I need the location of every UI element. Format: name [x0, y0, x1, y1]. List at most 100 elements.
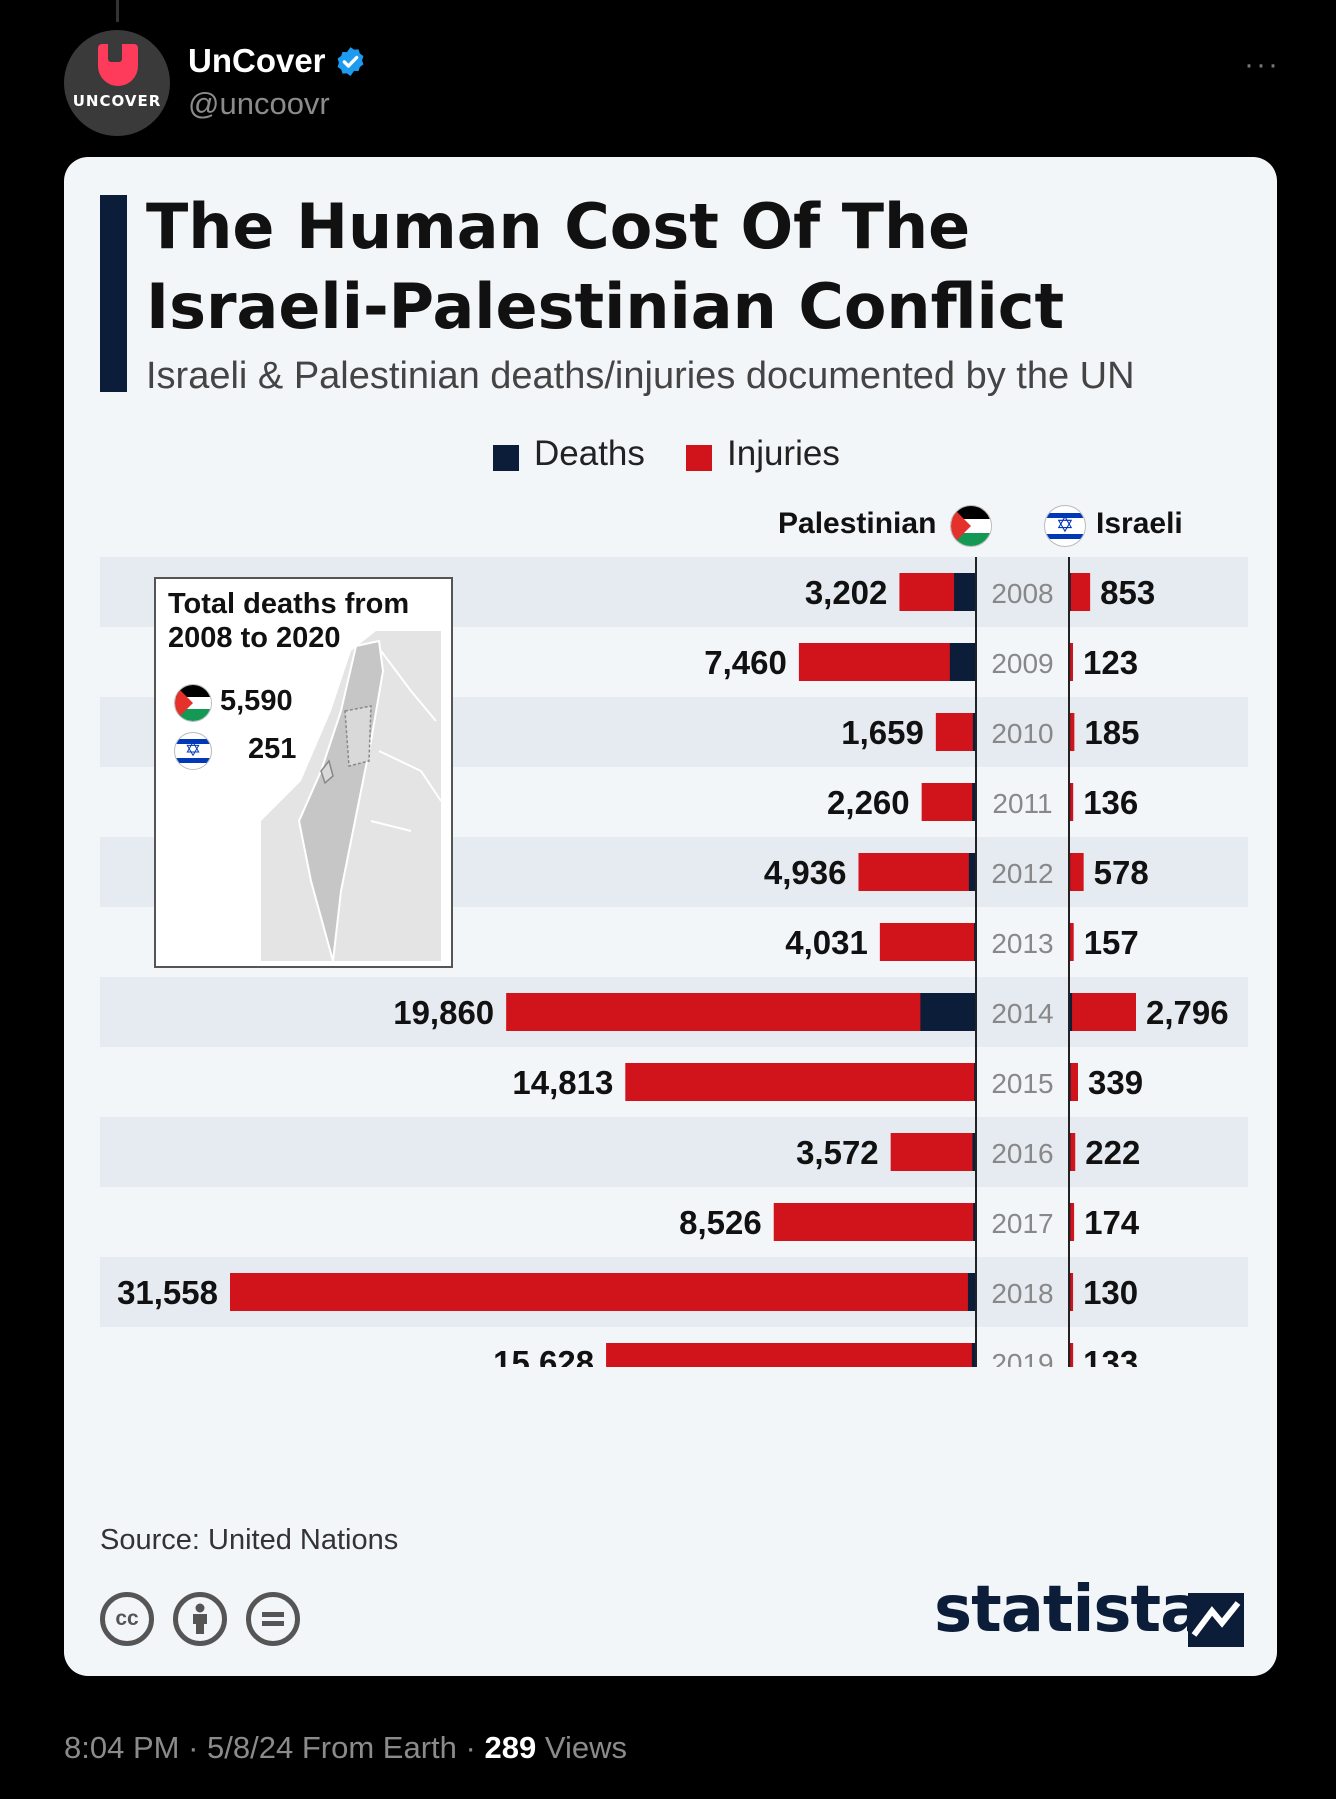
israeli-injuries-bar [1070, 853, 1084, 891]
israeli-deaths-bar [1070, 1063, 1071, 1101]
chart-title-line1: The Human Cost Of The [146, 190, 971, 263]
israeli-column-header: Israeli [1096, 507, 1183, 540]
palestinian-value-label: 19,860 [393, 994, 494, 1031]
palestinian-value-label: 3,202 [805, 574, 888, 611]
palestinian-value-label: 7,460 [704, 644, 787, 681]
palestinian-value-label: 1,659 [841, 714, 924, 751]
palestinian-injuries-bar [935, 713, 975, 751]
palestinian-deaths-bar [972, 713, 975, 751]
year-label: 2012 [991, 858, 1053, 889]
user-handle[interactable]: @uncoovr [188, 86, 330, 121]
tweet-date[interactable]: 5/8/24 [207, 1730, 294, 1765]
avatar[interactable]: UNCOVER [64, 30, 170, 136]
palestinian-deaths-bar [971, 1343, 975, 1367]
palestinian-value-label: 15,628 [493, 1344, 594, 1367]
palestinian-injuries-bar [606, 1343, 975, 1367]
year-label: 2016 [991, 1138, 1053, 1169]
no-derivatives-icon [246, 1592, 300, 1646]
legend-deaths-label: Deaths [534, 434, 645, 473]
bar-chart: 3,202 853 2008 7,460 123 2009 1,659 185 2010 2,26… [100, 557, 1248, 1367]
israeli-value-label: 578 [1094, 854, 1149, 891]
israeli-injuries-bar [1070, 1343, 1074, 1367]
israeli-flag-icon: ✡ [1044, 505, 1086, 547]
legend-injuries-label: Injuries [727, 434, 840, 473]
israeli-injuries-bar [1070, 643, 1073, 681]
israeli-injuries-bar [1070, 783, 1074, 821]
year-label: 2015 [991, 1068, 1053, 1099]
views-label: Views [544, 1730, 627, 1765]
avatar-logo-text: UNCOVER [72, 92, 162, 110]
inset-palestinian-flag-icon [174, 684, 212, 722]
israeli-deaths-bar [1070, 993, 1073, 1031]
israel-palestine-map-icon [261, 631, 441, 961]
year-label: 2009 [991, 648, 1053, 679]
inset-title: Total deaths from 2008 to 2020 [168, 587, 409, 655]
israeli-injuries-bar [1070, 993, 1136, 1031]
inset-israeli-total: 251 [248, 733, 297, 765]
legend-injuries-swatch [686, 445, 712, 471]
inset-title-line1: Total deaths from [168, 588, 410, 620]
inset-title-line2: 2008 to 2020 [168, 622, 341, 654]
palestinian-column-header: Palestinian [778, 507, 937, 540]
palestinian-value-label: 2,260 [827, 784, 910, 821]
palestinian-deaths-bar [967, 1273, 975, 1311]
tweet-time[interactable]: 8:04 PM [64, 1730, 180, 1765]
year-label: 2008 [991, 578, 1053, 609]
year-label: 2013 [991, 928, 1053, 959]
chart-subtitle: Israeli & Palestinian deaths/injuries do… [146, 355, 1135, 397]
israeli-value-label: 157 [1084, 924, 1139, 961]
palestinian-injuries-bar [773, 1203, 975, 1241]
israeli-value-label: 185 [1084, 714, 1139, 751]
israeli-value-label: 133 [1083, 1344, 1138, 1367]
chart-title-line2: Israeli-Palestinian Conflict [146, 270, 1065, 343]
israeli-injuries-bar [1070, 573, 1091, 611]
year-label: 2019 [991, 1348, 1053, 1367]
palestinian-deaths-bar [972, 1133, 975, 1171]
palestinian-value-label: 4,936 [764, 854, 847, 891]
cc-icon: cc [100, 1592, 154, 1646]
palestinian-deaths-bar [974, 1063, 975, 1101]
israeli-injuries-bar [1070, 1063, 1079, 1101]
israeli-value-label: 339 [1088, 1064, 1143, 1101]
statista-logo[interactable]: statista [934, 1573, 1203, 1647]
more-options-icon[interactable]: ··· [1244, 48, 1280, 81]
year-label: 2011 [992, 788, 1052, 819]
israeli-deaths-bar [1070, 573, 1071, 611]
israeli-injuries-bar [1070, 1273, 1074, 1311]
attribution-icon [173, 1592, 227, 1646]
palestinian-value-label: 31,558 [117, 1274, 218, 1311]
israeli-value-label: 136 [1083, 784, 1138, 821]
meta-separator: · [188, 1730, 199, 1765]
year-label: 2018 [991, 1278, 1053, 1309]
total-deaths-inset: Total deaths from 2008 to 2020 5,590 ✡ 2… [154, 577, 453, 968]
tweet-location: From Earth [301, 1730, 457, 1765]
palestinian-injuries-bar [506, 993, 975, 1031]
israeli-value-label: 130 [1083, 1274, 1138, 1311]
palestinian-flag-icon [950, 505, 992, 547]
display-name[interactable]: UnCover [188, 42, 326, 79]
inset-israeli-flag-icon: ✡ [174, 732, 212, 770]
israeli-injuries-bar [1070, 923, 1074, 961]
palestinian-deaths-bar [972, 783, 975, 821]
infographic-image[interactable]: The Human Cost Of The Israeli-Palestinia… [64, 157, 1277, 1676]
year-label: 2017 [991, 1208, 1053, 1239]
palestinian-deaths-bar [920, 993, 975, 1031]
meta-separator: · [465, 1730, 476, 1765]
palestinian-value-label: 4,031 [785, 924, 868, 961]
year-label: 2010 [991, 718, 1053, 749]
title-accent-bar [100, 195, 127, 392]
palestinian-deaths-bar [954, 573, 975, 611]
inset-palestinian-total: 5,590 [220, 685, 293, 717]
views-count[interactable]: 289 [484, 1730, 537, 1765]
israeli-injuries-bar [1070, 1133, 1076, 1171]
uncover-logo-icon [98, 44, 138, 86]
palestinian-injuries-bar [798, 643, 975, 681]
row-stripe [100, 1117, 1248, 1187]
israeli-injuries-bar [1070, 1203, 1075, 1241]
israeli-value-label: 222 [1085, 1134, 1140, 1171]
statista-mark-icon [1188, 1593, 1244, 1647]
palestinian-value-label: 8,526 [679, 1204, 762, 1241]
palestinian-injuries-bar [890, 1133, 975, 1171]
israeli-injuries-bar [1070, 713, 1075, 751]
verified-badge-icon [337, 47, 364, 76]
